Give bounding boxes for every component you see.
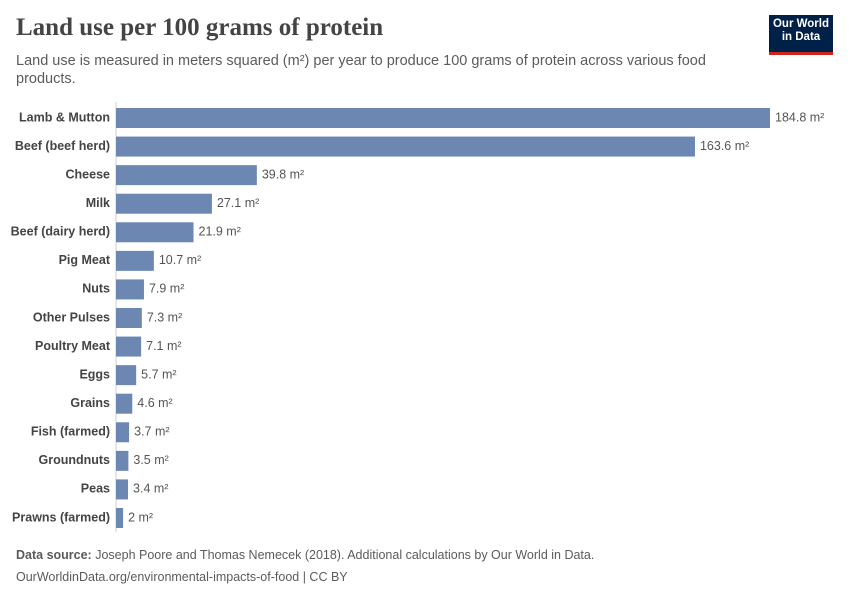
- value-label: 4.6 m²: [137, 396, 172, 410]
- value-label: 184.8 m²: [775, 110, 824, 124]
- chart: Lamb & Mutton 184.8 m² Beef (beef herd) 163…: [11, 102, 824, 532]
- value-label: 7.3 m²: [147, 310, 182, 324]
- bar: [116, 108, 770, 128]
- category-label: Beef (beef herd): [15, 139, 110, 153]
- logo[interactable]: Our World in Data: [769, 15, 833, 55]
- category-label: Peas: [81, 482, 110, 496]
- chart-subtitle: Land use is measured in meters squared (…: [16, 53, 706, 87]
- bar: [116, 422, 130, 443]
- logo-text: Our World: [772, 18, 829, 30]
- value-label: 7.9 m²: [149, 282, 184, 296]
- bar: [116, 193, 212, 214]
- value-label: 27.1 m²: [217, 196, 259, 210]
- bar: [116, 165, 257, 186]
- value-label: 3.5 m²: [133, 453, 168, 467]
- category-label: Beef (dairy herd): [11, 225, 110, 239]
- bar: [116, 307, 142, 328]
- source-label: Data source:: [16, 548, 92, 562]
- category-label: Other Pulses: [33, 310, 110, 324]
- bar: [116, 365, 137, 386]
- source-text: Joseph Poore and Thomas Nemecek (2018). …: [95, 548, 595, 562]
- bar: [116, 222, 194, 243]
- footer-url[interactable]: OurWorldinData.org/environmental-impacts…: [16, 570, 348, 584]
- value-label: 3.4 m²: [133, 482, 168, 496]
- source-line: Data source: Joseph Poore and Thomas Nem…: [16, 548, 594, 562]
- category-label: Lamb & Mutton: [19, 110, 110, 124]
- value-label: 39.8 m²: [262, 167, 304, 181]
- category-label: Poultry Meat: [35, 339, 111, 353]
- category-label: Milk: [86, 196, 110, 210]
- value-label: 163.6 m²: [700, 139, 749, 153]
- category-label: Cheese: [66, 167, 111, 181]
- value-label: 7.1 m²: [146, 339, 181, 353]
- bar: [116, 250, 154, 271]
- value-label: 5.7 m²: [141, 367, 176, 381]
- category-label: Pig Meat: [59, 253, 111, 267]
- category-label: Grains: [70, 396, 110, 410]
- bar: [116, 507, 124, 528]
- logo-text: in Data: [781, 31, 821, 43]
- category-label: Prawns (farmed): [12, 510, 110, 524]
- category-label: Groundnuts: [38, 453, 110, 467]
- category-label: Fish (farmed): [31, 425, 110, 439]
- bar: [116, 279, 144, 300]
- value-label: 3.7 m²: [134, 425, 169, 439]
- bar: [116, 136, 695, 157]
- chart-title: Land use per 100 grams of protein: [16, 14, 384, 41]
- bar: [116, 393, 133, 414]
- category-label: Nuts: [82, 282, 110, 296]
- value-label: 10.7 m²: [159, 253, 201, 267]
- bar: [116, 450, 129, 471]
- bar: [116, 336, 142, 357]
- value-label: 2 m²: [128, 510, 153, 524]
- value-label: 21.9 m²: [199, 225, 241, 239]
- category-label: Eggs: [79, 367, 110, 381]
- bar: [116, 479, 129, 500]
